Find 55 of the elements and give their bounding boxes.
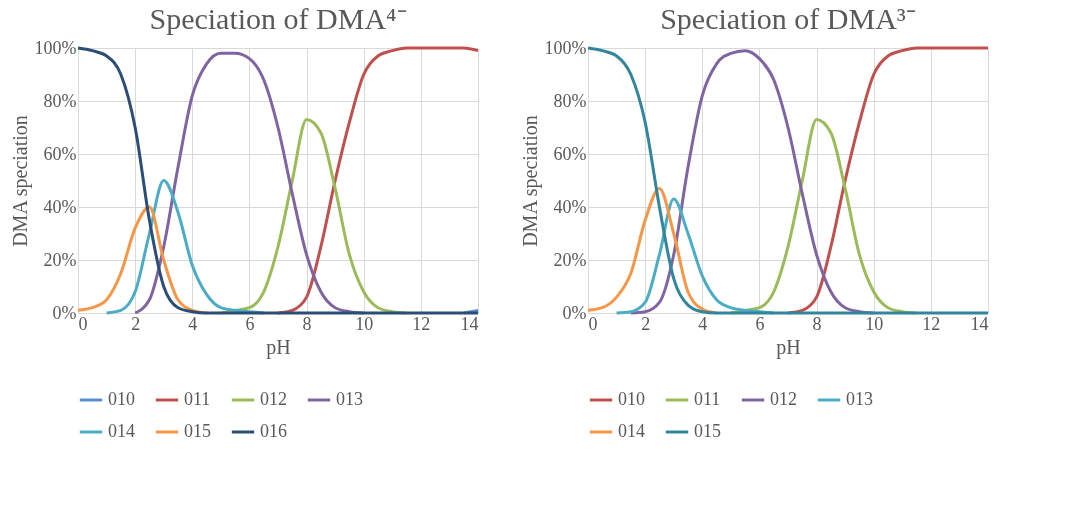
legend-label: 011 (694, 389, 721, 409)
legend-label: 013 (846, 389, 873, 409)
y-axis-title: DMA speciation (8, 115, 32, 247)
x-tick-label: 8 (302, 313, 312, 334)
x-tick-label: 14 (970, 313, 989, 334)
y-tick-label: 60% (553, 143, 587, 164)
x-tick-label: 12 (922, 313, 941, 334)
line-series (219, 118, 409, 315)
y-tick-label: 80% (43, 90, 77, 111)
line-series (729, 118, 919, 315)
y-tick-label: 20% (553, 249, 587, 270)
legend-label: 010 (618, 389, 645, 409)
line-series (105, 179, 266, 315)
legend-label: 014 (618, 421, 645, 441)
x-tick-label: 10 (865, 313, 884, 334)
y-axis-title: DMA speciation (518, 115, 542, 247)
legend-label: 013 (336, 389, 363, 409)
y-tick-label: 0% (52, 302, 77, 323)
x-tick-label: 14 (460, 313, 479, 334)
line-series (133, 51, 366, 315)
x-tick-label: 6 (245, 313, 255, 334)
x-axis-title: pH (266, 335, 291, 359)
legend-label: 011 (184, 389, 211, 409)
x-axis-title: pH (776, 335, 801, 359)
y-tick-label: 100% (544, 37, 587, 58)
line-series (76, 46, 480, 315)
y-tick-label: 60% (43, 143, 77, 164)
y-tick-label: 80% (553, 90, 587, 111)
y-tick-label: 20% (43, 249, 77, 270)
x-tick-label: 12 (412, 313, 431, 334)
chart-title: Speciation of DMA³⁻ (660, 2, 916, 35)
legend-label: 014 (108, 421, 135, 441)
legend-label: 015 (184, 421, 211, 441)
x-tick-label: 6 (755, 313, 765, 334)
legend-label: 012 (770, 389, 797, 409)
y-tick-label: 0% (562, 302, 587, 323)
line-series (629, 49, 876, 315)
x-tick-label: 4 (188, 313, 198, 334)
legend-label: 015 (694, 421, 721, 441)
line-series (586, 46, 990, 315)
chart-title: Speciation of DMA⁴⁻ (149, 2, 407, 35)
x-tick-label: 4 (698, 313, 708, 334)
y-tick-label: 40% (43, 196, 77, 217)
x-tick-label: 0 (588, 313, 598, 334)
x-tick-label: 2 (641, 313, 651, 334)
x-tick-label: 10 (355, 313, 374, 334)
y-tick-label: 40% (553, 196, 587, 217)
line-series (615, 197, 776, 315)
y-tick-label: 100% (34, 37, 77, 58)
x-tick-label: 8 (812, 313, 822, 334)
x-tick-label: 0 (78, 313, 88, 334)
legend-label: 012 (260, 389, 287, 409)
x-tick-label: 2 (131, 313, 141, 334)
legend-label: 010 (108, 389, 135, 409)
legend-label: 016 (260, 421, 287, 441)
